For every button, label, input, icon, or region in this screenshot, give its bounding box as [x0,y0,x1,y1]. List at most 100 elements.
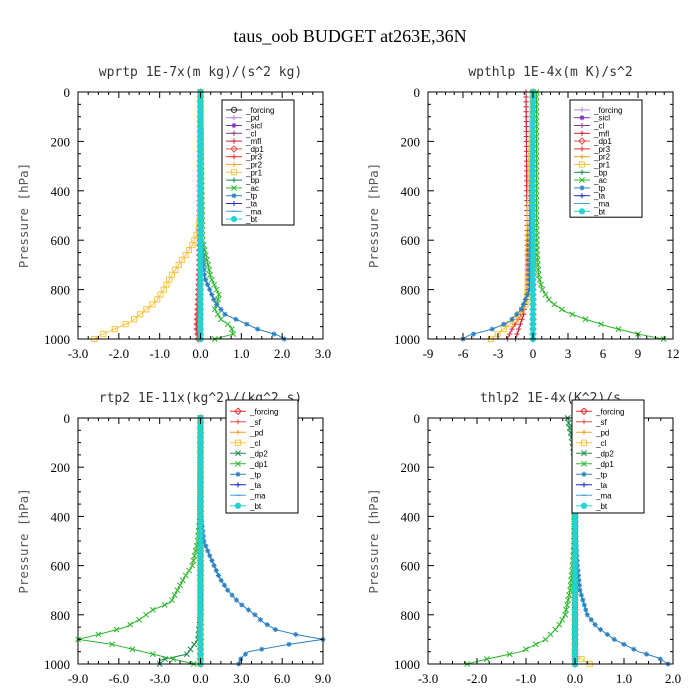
x-tick-label: -6.0 [109,671,130,686]
data-point [149,651,156,658]
legend-entry: _cl [595,439,606,448]
y-axis-label: Pressure [hPa] [16,163,31,268]
data-point [529,286,537,293]
data-point [571,577,579,584]
data-point [207,553,213,559]
data-point [559,616,566,623]
y-tick-label: 400 [51,509,71,524]
y-axis-label: Pressure [hPa] [366,488,381,593]
data-point [529,108,537,115]
x-tick-label: -3.0 [68,346,89,361]
legend-entry: _ac [593,176,607,185]
legend-entry: _sf [595,418,607,427]
x-tick-label: 0 [530,346,537,361]
legend-marker [231,122,237,129]
legend: _forcing_pd_sicl_cl_mfl_dp1_pr3_pr2_pr1_… [221,99,295,226]
data-point [183,651,190,658]
data-point [149,606,156,613]
data-point [523,148,530,154]
y-tick-label: 600 [51,233,71,248]
data-point [524,188,530,194]
data-point [483,656,490,663]
data-point [203,543,209,549]
data-point [567,582,574,589]
legend-entry: _mfl [245,137,261,146]
y-tick-label: 200 [401,134,421,149]
data-point [197,256,204,264]
x-tick-label: 6 [600,346,607,361]
data-point [203,257,210,263]
data-point [529,158,537,165]
data-point [565,597,572,603]
data-point [529,197,537,204]
data-point [523,109,529,115]
legend-marker [231,130,237,136]
data-point [527,277,533,283]
data-point [523,143,530,149]
data-point [657,656,663,662]
data-point [558,306,565,313]
legend-entry: _ac [245,184,259,193]
x-tick-label: -6 [458,346,469,361]
data-point [197,596,204,604]
series-dp1 [464,415,578,667]
data-point [177,582,184,589]
data-point [529,123,537,130]
data-point [537,281,544,288]
legend-entry: _ta [245,200,258,209]
legend-entry: _forcing [595,407,624,416]
legend-entry: _dp2 [595,449,614,458]
data-point [564,602,571,608]
legend-entry: _ma [593,200,610,209]
series-line [467,417,576,665]
legend-marker [231,138,237,144]
legend-box [571,399,645,514]
data-point [542,291,549,298]
data-point [160,286,167,293]
data-point [197,291,204,298]
legend-marker [231,184,237,191]
data-point [529,222,537,229]
data-point [233,316,239,322]
data-point [197,478,204,486]
data-point [604,631,610,638]
y-tick-label: 200 [51,134,71,149]
data-point [582,316,589,323]
data-point [264,622,270,628]
data-point [529,271,537,278]
data-point [217,316,224,323]
x-tick-label: 9.0 [315,671,331,686]
data-point [529,242,537,249]
x-tick-label: 1.0 [233,346,249,361]
legend-entry: _pd [245,114,259,123]
data-point [592,622,598,628]
data-point [197,444,204,451]
legend-entry: _bt [245,215,258,224]
data-point [197,207,204,214]
data-point [244,321,250,327]
data-point [529,172,537,180]
data-point [109,641,115,648]
x-tick-label: 3 [565,346,572,361]
data-point [523,138,529,144]
legend-entry: _ma [249,491,266,500]
chart-panel-3: rtp2 1E-11x(kg^2)/(kg^2 s)Pressure [hPa]… [16,391,331,686]
data-point [179,577,186,584]
legend-entry: _bp [245,176,260,185]
data-point [539,286,546,293]
data-point [201,272,207,278]
legend-entry: _bt [593,207,606,216]
data-point [527,272,533,278]
data-point [489,326,495,332]
data-point [197,192,204,199]
data-point [255,326,261,332]
data-point [242,651,249,657]
data-point [197,281,204,288]
data-point [286,641,292,647]
legend-marker [235,450,241,457]
data-point [529,202,537,209]
data-point [197,469,204,476]
legend-entry: _bp [593,168,608,177]
y-tick-label: 0 [64,85,71,100]
legend: _forcing_sicl_cl_mfl_dp1_pr3_pr2_pr1_bp_… [569,99,643,218]
